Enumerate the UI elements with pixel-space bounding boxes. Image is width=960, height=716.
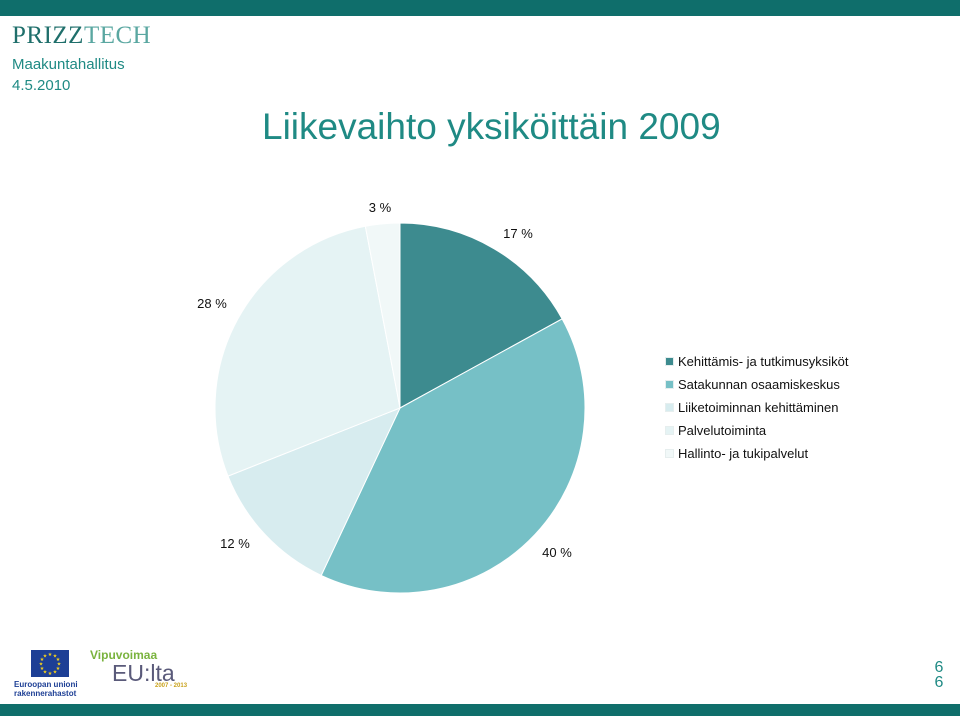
pie-slice (364, 222, 401, 409)
bottom-bar (0, 704, 960, 716)
slice-data-label: 12 % (220, 536, 250, 551)
legend-item: Liiketoiminnan kehittäminen (665, 396, 849, 419)
slice-data-label: 40 % (542, 545, 572, 560)
svg-text:★: ★ (56, 666, 61, 672)
legend-item: Palvelutoiminta (665, 419, 849, 442)
page-number-line1: 6 (934, 659, 944, 676)
chart-legend: Kehittämis- ja tutkimusyksiköt Satakunnan… (665, 350, 849, 465)
svg-text:★: ★ (40, 657, 45, 663)
svg-text:★: ★ (56, 657, 61, 663)
page-number-line2: 6 (934, 674, 944, 691)
eulta-logo-text: EU:lta (112, 660, 175, 686)
legend-swatch (665, 449, 674, 458)
legend-label: Liiketoiminnan kehittäminen (678, 400, 839, 415)
svg-text:★: ★ (43, 654, 48, 660)
legend-item: Satakunnan osaamiskeskus (665, 373, 849, 396)
legend-swatch (665, 426, 674, 435)
slice-data-label: 17 % (503, 226, 533, 241)
svg-text:★: ★ (57, 662, 62, 668)
header-date: 4.5.2010 (12, 77, 71, 94)
svg-text:★: ★ (39, 662, 44, 668)
eulta-years: 2007 - 2013 (155, 683, 188, 689)
eu-text-line2: rakennerahastot (14, 689, 77, 698)
legend-swatch (665, 380, 674, 389)
legend-item: Kehittämis- ja tutkimusyksiköt (665, 350, 849, 373)
svg-text:★: ★ (53, 654, 58, 660)
svg-text:★: ★ (53, 670, 58, 676)
legend-label: Satakunnan osaamiskeskus (678, 377, 840, 392)
svg-text:★: ★ (43, 670, 48, 676)
svg-text:★: ★ (48, 652, 53, 658)
brand-part1: PRIZZ (12, 22, 84, 49)
svg-text:★: ★ (40, 666, 45, 672)
pie-slice (214, 225, 401, 477)
brand-part2: TECH (83, 22, 152, 49)
pie-slice (399, 222, 563, 409)
legend-label: Kehittämis- ja tutkimusyksiköt (678, 354, 849, 369)
vipuvoimaa-text: Vipuvoimaa (90, 648, 158, 662)
footer-logos: ★ ★ ★ ★ ★ ★ ★ ★ ★ ★ ★ ★ Euroopan unioni rakenner… (12, 646, 192, 702)
page-number: 6 6 (932, 659, 946, 691)
slice-data-label: 28 % (197, 296, 227, 311)
legend-item: Hallinto- ja tukipalvelut (665, 442, 849, 465)
legend-swatch (665, 403, 674, 412)
legend-label: Palvelutoiminta (678, 423, 767, 438)
legend-swatch (665, 357, 674, 366)
brand-logo: PRIZZTECH (12, 22, 151, 49)
pie-slice (320, 318, 586, 594)
chart-title: Liikevaihto yksiköittäin 2009 (262, 106, 721, 147)
top-bar (0, 0, 960, 16)
svg-text:★: ★ (48, 671, 53, 677)
header-subtitle: Maakuntahallitus (12, 56, 125, 73)
eu-text-line1: Euroopan unioni (14, 680, 78, 689)
legend-label: Hallinto- ja tukipalvelut (678, 446, 809, 461)
eu-text: Euroopan unioni rakennerahastot (14, 680, 78, 698)
eu-flag-icon: ★ ★ ★ ★ ★ ★ ★ ★ ★ ★ ★ ★ (31, 650, 69, 677)
slice-data-label: 3 % (369, 200, 392, 215)
pie-slice (227, 407, 401, 577)
eu-stars-icon: ★ ★★ ★★★ ★★★ ★★★ (39, 652, 62, 677)
